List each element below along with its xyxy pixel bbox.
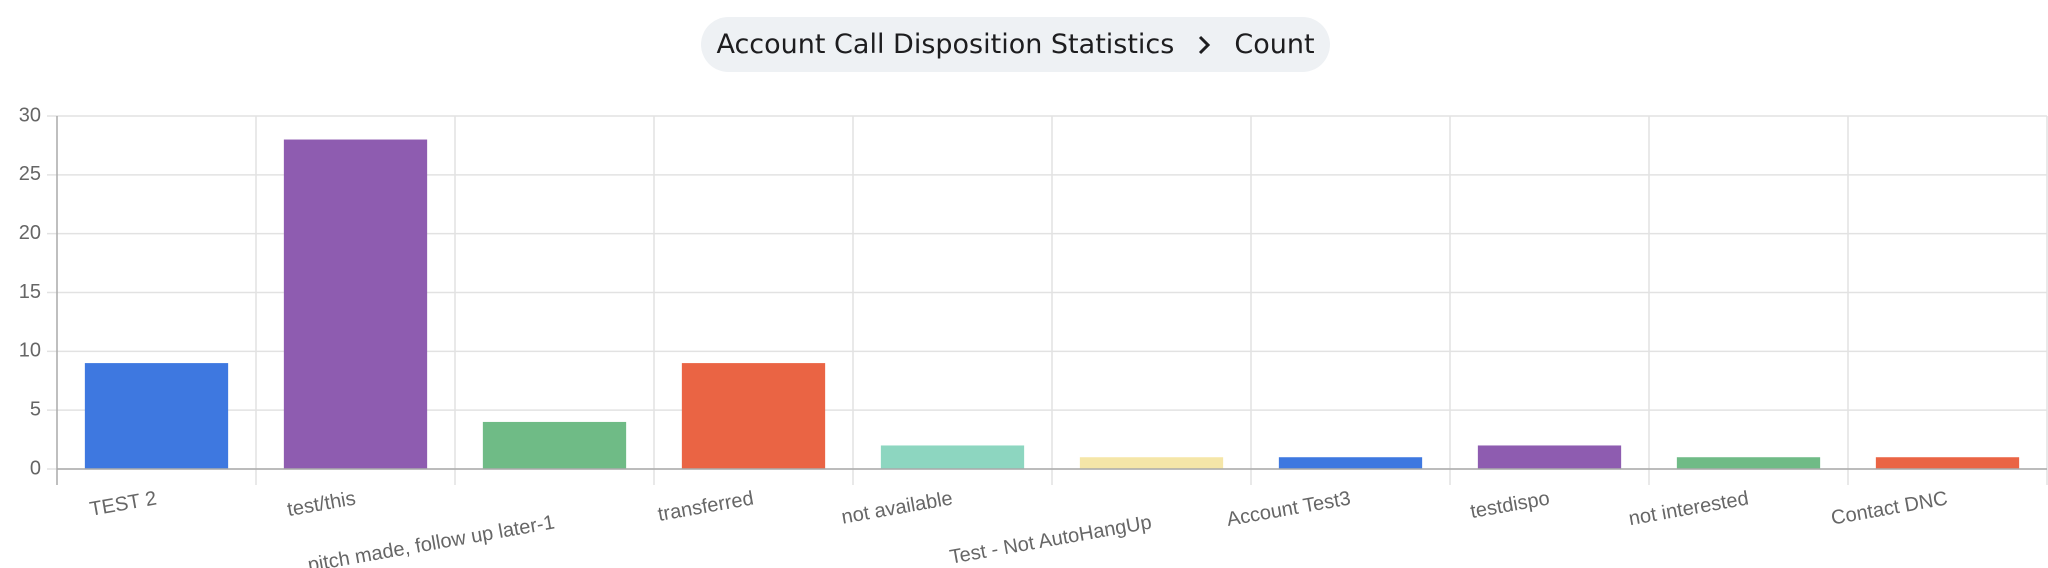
x-tick-label: testdispo (1469, 487, 1552, 523)
x-tick-label: Test - Not AutoHangUp (948, 511, 1153, 568)
y-tick-label: 15 (19, 281, 41, 303)
breadcrumb-item: Count (1234, 29, 1315, 60)
bar (283, 139, 428, 470)
bar (681, 363, 826, 469)
bar (84, 363, 229, 469)
bar (1875, 457, 2020, 469)
breadcrumb-item[interactable]: Account Call Disposition Statistics (716, 29, 1175, 60)
x-tick-label: Account Test3 (1225, 487, 1352, 530)
bar (1676, 457, 1821, 469)
y-tick-label: 10 (19, 340, 41, 362)
y-tick-label: 5 (30, 398, 41, 420)
bar (1079, 457, 1224, 469)
breadcrumb: Account Call Disposition Statistics Coun… (701, 17, 1330, 72)
x-tick-label: pitch made, follow up later-1 (306, 511, 556, 568)
bar (880, 445, 1025, 469)
bar (1477, 445, 1622, 469)
bar (482, 421, 627, 469)
x-tick-label: Contact DNC (1829, 487, 1949, 529)
x-tick-label: not interested (1627, 487, 1750, 530)
x-tick-label: not available (840, 487, 954, 528)
x-tick-label: transferred (656, 487, 755, 525)
y-tick-label: 30 (19, 104, 41, 126)
y-tick-label: 25 (19, 163, 41, 185)
y-tick-label: 0 (30, 457, 41, 479)
bar (1278, 457, 1423, 469)
chevron (1199, 35, 1211, 54)
y-tick-label: 20 (19, 222, 41, 244)
x-tick-label: test/this (286, 487, 358, 521)
x-tick-label: TEST 2 (88, 487, 158, 520)
